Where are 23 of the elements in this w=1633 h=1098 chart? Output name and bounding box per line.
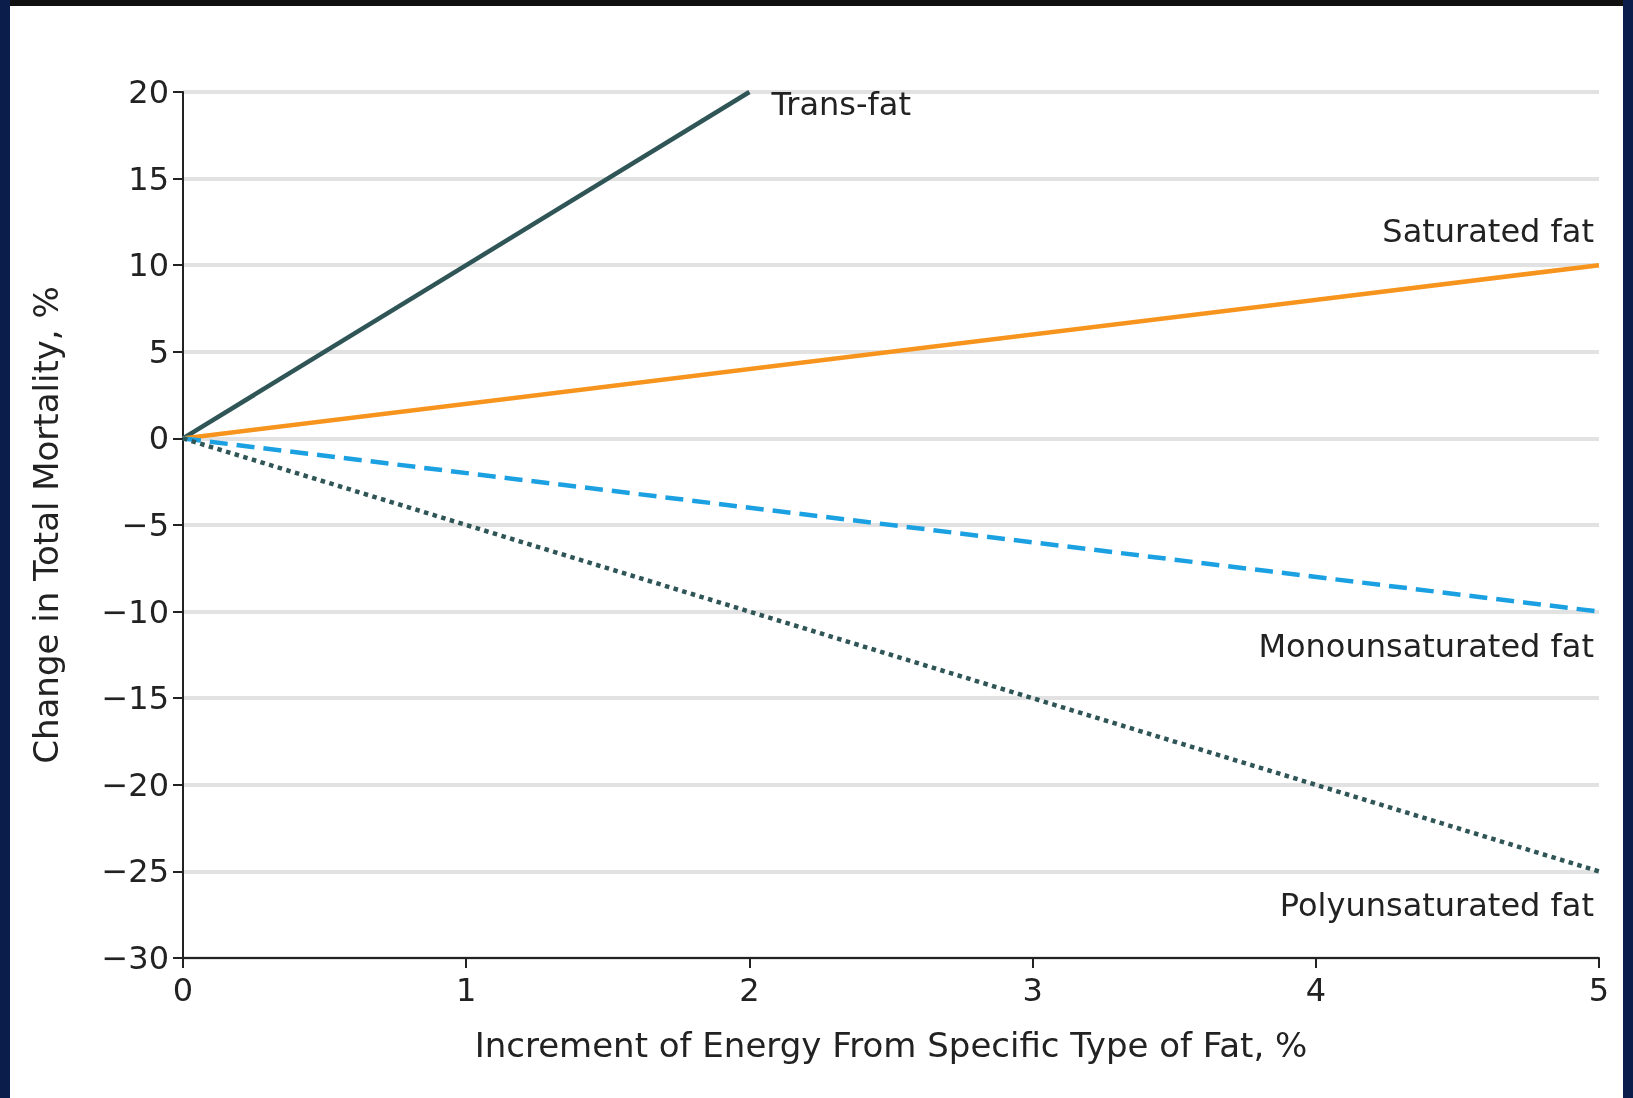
y-tick-label: −20 <box>101 765 169 804</box>
series-label: Trans-fat <box>770 85 911 123</box>
x-tick-label: 5 <box>1588 971 1610 1009</box>
y-tick-label: 10 <box>128 246 169 285</box>
series-label: Polyunsaturated fat <box>1279 886 1594 925</box>
y-tick-label: 15 <box>128 159 169 198</box>
y-tick-label: 20 <box>128 73 169 111</box>
y-tick-label: −10 <box>101 592 169 631</box>
y-tick-label: −15 <box>101 679 169 718</box>
series-label: Saturated fat <box>1382 212 1594 251</box>
x-tick-label: 4 <box>1305 971 1326 1009</box>
y-tick-label: −5 <box>121 506 169 544</box>
y-tick-label: 5 <box>148 332 169 371</box>
x-tick-label: 0 <box>172 971 194 1009</box>
x-tick-label: 2 <box>739 971 760 1009</box>
series-label: Monounsaturated fat <box>1258 626 1594 665</box>
y-axis-title: Change in Total Mortality, % <box>26 286 66 764</box>
x-axis-title: Increment of Energy From Specific Type of Fat, % <box>474 1025 1308 1065</box>
x-tick-label: 1 <box>456 971 477 1009</box>
y-tick-label: 0 <box>148 419 169 458</box>
y-tick-label: −25 <box>101 852 169 891</box>
x-tick-label: 3 <box>1022 971 1043 1009</box>
y-tick-label: −30 <box>101 939 169 977</box>
